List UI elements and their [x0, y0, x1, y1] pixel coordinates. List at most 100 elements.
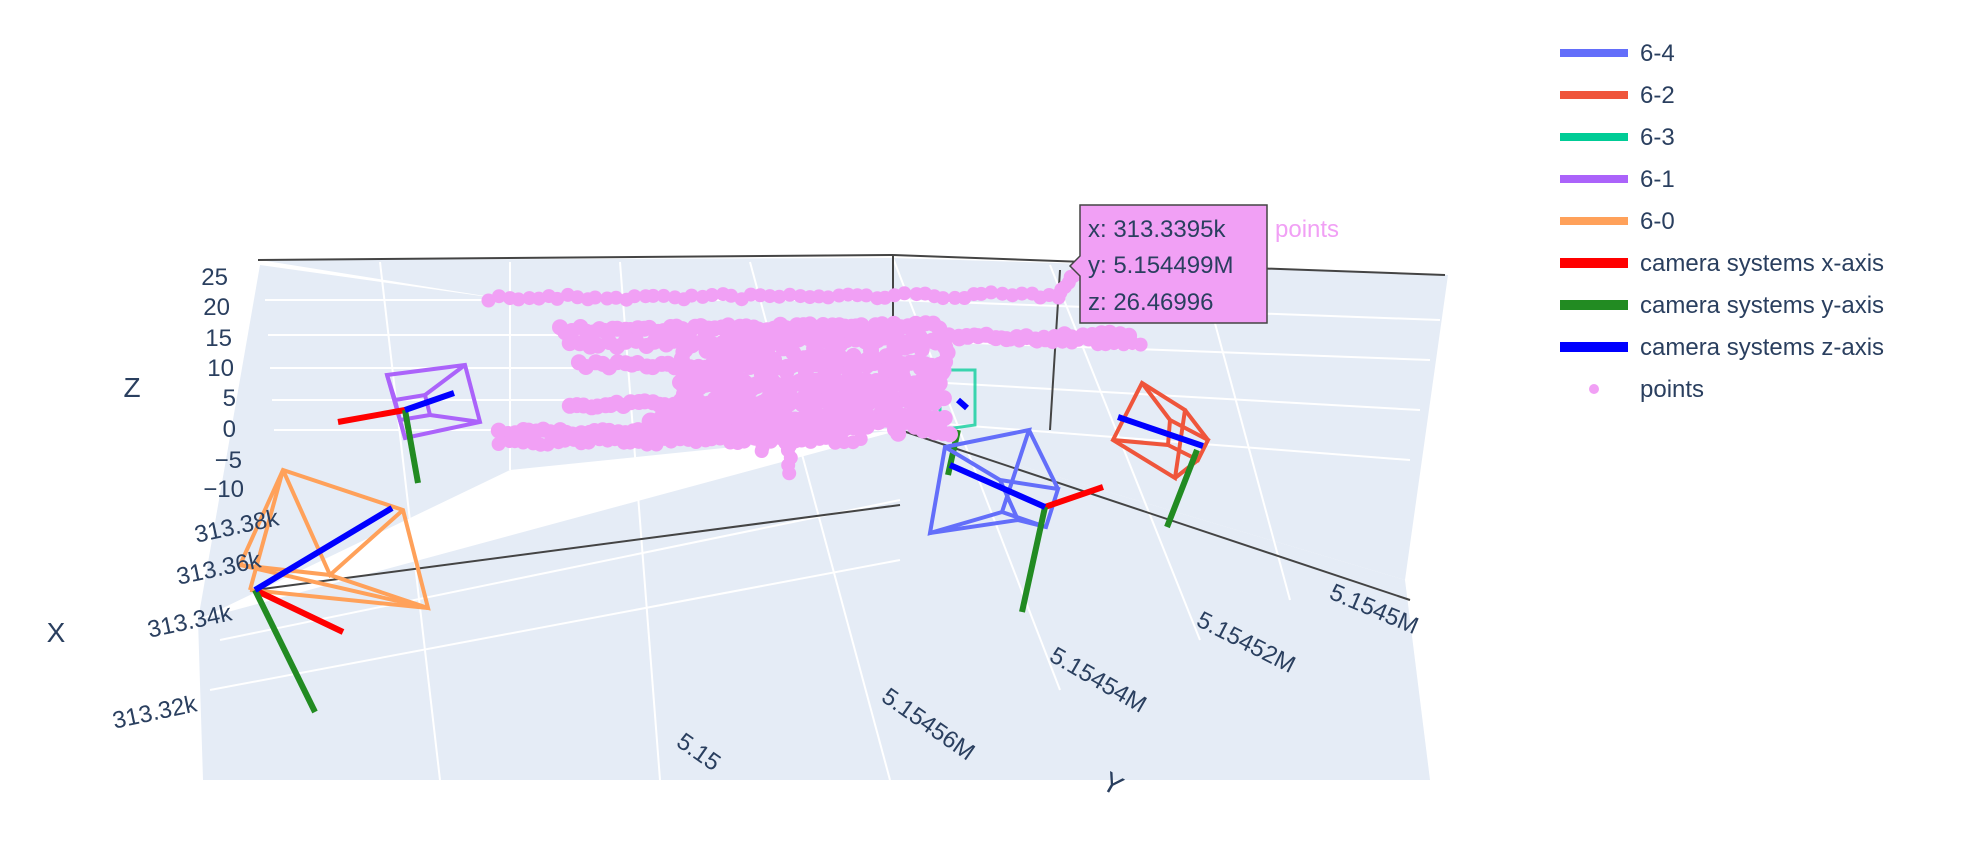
point-marker[interactable] [814, 419, 831, 436]
point-marker[interactable] [750, 325, 767, 342]
point-marker[interactable] [849, 370, 866, 387]
point-marker[interactable] [890, 365, 907, 382]
point-marker[interactable] [936, 291, 950, 306]
point-marker[interactable] [492, 289, 506, 304]
point-marker[interactable] [858, 418, 875, 435]
point-marker[interactable] [765, 377, 782, 394]
point-marker[interactable] [511, 292, 526, 307]
point-marker[interactable] [646, 288, 661, 303]
point-marker[interactable] [540, 437, 555, 452]
point-marker[interactable] [984, 285, 999, 300]
point-marker[interactable] [776, 391, 793, 408]
point-marker[interactable] [1133, 337, 1148, 352]
point-marker[interactable] [869, 332, 886, 349]
point-marker[interactable] [714, 401, 731, 417]
point-marker[interactable] [738, 389, 755, 406]
point-marker[interactable] [716, 369, 733, 386]
point-marker[interactable] [609, 290, 623, 305]
point-marker[interactable] [843, 318, 860, 335]
point-marker[interactable] [728, 362, 745, 378]
point-marker[interactable] [703, 363, 720, 380]
point-marker[interactable] [805, 323, 822, 340]
point-marker[interactable] [916, 399, 933, 416]
point-marker[interactable] [581, 435, 596, 450]
point-marker[interactable] [776, 339, 792, 356]
point-marker[interactable] [782, 287, 797, 302]
point-marker[interactable] [778, 363, 795, 380]
legend-item[interactable]: 6-2 [1560, 82, 1675, 109]
point-marker[interactable] [935, 390, 952, 407]
point-marker[interactable] [772, 289, 787, 304]
point-marker[interactable] [729, 422, 745, 439]
point-marker[interactable] [714, 382, 731, 399]
point-marker[interactable] [887, 421, 903, 438]
point-marker[interactable] [910, 319, 927, 336]
point-marker[interactable] [831, 389, 848, 406]
point-marker[interactable] [516, 435, 531, 450]
point-marker[interactable] [832, 336, 849, 353]
point-marker[interactable] [902, 334, 919, 351]
point-marker[interactable] [697, 329, 714, 346]
legend-item[interactable]: camera systems x-axis [1560, 250, 1884, 277]
point-marker[interactable] [724, 288, 739, 303]
legend-item[interactable]: 6-4 [1560, 40, 1675, 67]
point-marker[interactable] [832, 406, 849, 423]
legend-item[interactable]: 6-3 [1560, 124, 1675, 151]
legend-item[interactable]: camera systems y-axis [1560, 292, 1884, 319]
point-marker[interactable] [906, 418, 923, 435]
point-marker[interactable] [751, 349, 768, 366]
point-marker[interactable] [897, 286, 912, 301]
point-marker[interactable] [727, 405, 744, 421]
point-marker[interactable] [550, 291, 565, 306]
point-marker[interactable] [936, 329, 953, 346]
point-marker[interactable] [827, 360, 844, 377]
point-marker[interactable] [753, 423, 768, 437]
point-marker[interactable] [684, 288, 699, 303]
point-marker[interactable] [881, 347, 898, 364]
point-marker[interactable] [588, 290, 603, 305]
point-marker[interactable] [627, 289, 642, 304]
point-marker[interactable] [930, 415, 946, 432]
camera-6-4[interactable] [927, 427, 1061, 536]
point-marker[interactable] [801, 412, 818, 428]
point-marker[interactable] [867, 317, 884, 334]
point-marker[interactable] [709, 345, 726, 362]
point-marker[interactable] [1014, 286, 1029, 301]
point-marker[interactable] [730, 346, 747, 362]
point-marker[interactable] [826, 376, 843, 393]
point-marker[interactable] [750, 337, 767, 354]
point-marker[interactable] [801, 388, 818, 404]
camera-6-0[interactable] [237, 467, 431, 611]
point-marker[interactable] [937, 353, 954, 370]
legend-item[interactable]: 6-1 [1560, 166, 1675, 193]
point-marker[interactable] [887, 401, 904, 418]
point-marker[interactable] [705, 288, 719, 302]
legend-item[interactable]: points [1589, 376, 1704, 403]
point-marker[interactable] [782, 466, 797, 481]
point-marker[interactable] [689, 359, 705, 376]
point-marker[interactable] [821, 290, 836, 305]
point-marker[interactable] [873, 396, 890, 412]
point-marker[interactable] [491, 437, 506, 451]
point-marker[interactable] [797, 365, 814, 382]
point-marker[interactable] [899, 392, 916, 409]
point-marker[interactable] [843, 383, 860, 400]
point-marker[interactable] [922, 381, 939, 398]
point-marker[interactable] [859, 288, 874, 303]
point-marker[interactable] [481, 293, 496, 308]
point-marker[interactable] [859, 351, 876, 368]
point-marker[interactable] [831, 317, 848, 334]
legend[interactable]: 6-4 6-2 6-3 6-1 6-0 camera systems x-axis came… [1560, 40, 1884, 403]
legend-item[interactable]: 6-0 [1560, 208, 1675, 235]
point-marker[interactable] [1121, 327, 1138, 344]
point-marker[interactable] [754, 444, 769, 458]
point-marker[interactable] [709, 413, 726, 430]
point-marker[interactable] [855, 387, 872, 404]
point-marker[interactable] [694, 409, 710, 426]
point-marker[interactable] [877, 362, 894, 379]
point-marker[interactable] [799, 349, 816, 366]
point-marker[interactable] [676, 414, 693, 431]
point-marker[interactable] [853, 432, 868, 446]
point-marker[interactable] [570, 290, 585, 305]
